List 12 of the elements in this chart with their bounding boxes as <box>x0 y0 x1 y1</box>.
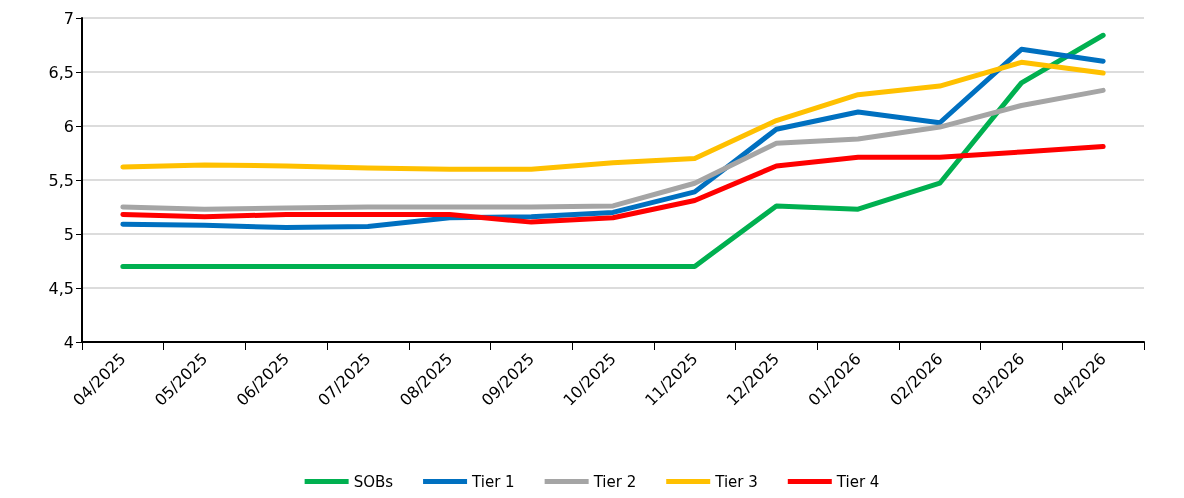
y-tick-label: 7 <box>63 8 74 28</box>
legend-label: Tier 2 <box>592 472 637 491</box>
y-tick-label: 5 <box>63 224 74 244</box>
legend-label: Tier 3 <box>714 472 758 491</box>
legend-label: Tier 1 <box>471 472 515 491</box>
y-tick-label: 4,5 <box>48 278 74 298</box>
y-tick-label: 4 <box>63 332 74 352</box>
y-tick-label: 6 <box>63 116 74 136</box>
legend-label: SOBs <box>353 472 394 491</box>
legend-label: Tier 4 <box>835 472 880 491</box>
y-tick-label: 5,5 <box>48 170 74 190</box>
y-tick-label: 6,5 <box>48 62 74 82</box>
